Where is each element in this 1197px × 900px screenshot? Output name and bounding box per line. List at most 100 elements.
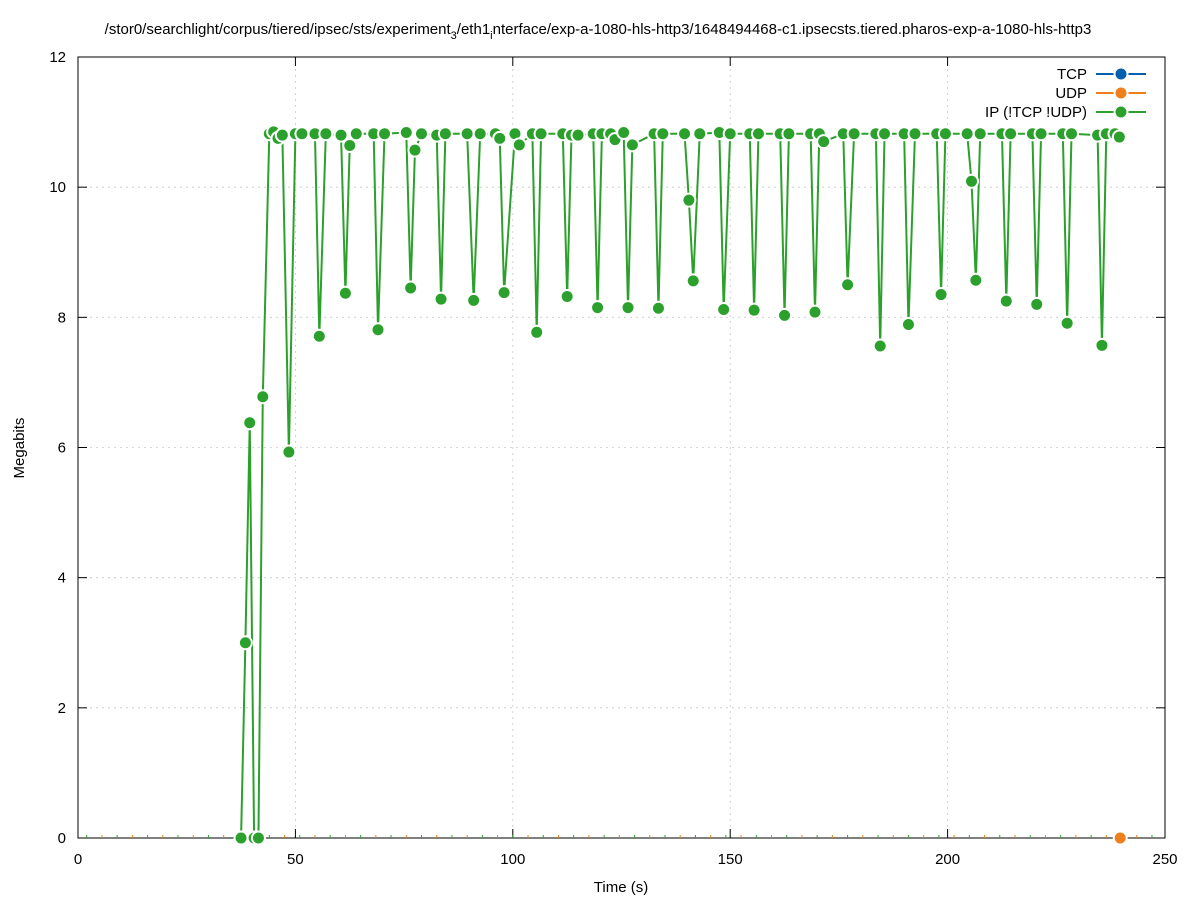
grid	[78, 57, 1165, 838]
data-point	[250, 830, 266, 846]
data-point	[816, 134, 832, 150]
data-point	[459, 126, 475, 142]
data-point	[590, 300, 606, 316]
x-tick-label: 100	[500, 851, 525, 868]
data-point	[937, 126, 953, 142]
data-point	[840, 277, 856, 293]
y-tick-label: 0	[58, 830, 66, 847]
data-point	[294, 126, 310, 142]
data-point	[781, 126, 797, 142]
data-point	[559, 289, 575, 305]
data-point	[281, 444, 297, 460]
data-point	[348, 126, 364, 142]
data-point	[1064, 126, 1080, 142]
data-point	[907, 126, 923, 142]
data-point	[1094, 337, 1110, 353]
data-point	[681, 192, 697, 208]
data-point	[650, 300, 666, 316]
data-point	[337, 285, 353, 301]
data-point	[677, 126, 693, 142]
data-point	[413, 126, 429, 142]
data-point	[433, 291, 449, 307]
data-point	[403, 280, 419, 296]
data-point	[1112, 830, 1128, 846]
data-point	[242, 415, 258, 431]
data-point	[255, 389, 271, 405]
data-point	[1059, 315, 1075, 331]
data-point	[1111, 129, 1127, 145]
data-point	[407, 142, 423, 158]
x-tick-label: 250	[1152, 851, 1177, 868]
legend-label: IP (!TCP !UDP)	[985, 104, 1087, 121]
data-point	[722, 126, 738, 142]
data-point	[311, 328, 327, 344]
y-tick-label: 4	[58, 570, 66, 587]
data-point	[318, 126, 334, 142]
data-point	[959, 126, 975, 142]
data-point	[964, 173, 980, 189]
data-point	[900, 316, 916, 332]
legend-label: TCP	[1057, 66, 1087, 83]
data-point	[692, 126, 708, 142]
series-line-2	[240, 130, 1120, 839]
data-point	[716, 302, 732, 318]
data-point	[972, 126, 988, 142]
data-point	[466, 292, 482, 308]
y-tick-label: 12	[49, 49, 66, 66]
data-point	[233, 830, 249, 846]
data-point	[342, 138, 358, 154]
data-point	[968, 272, 984, 288]
x-axis-label: Time (s)	[594, 879, 648, 896]
data-point	[377, 126, 393, 142]
data-point	[807, 304, 823, 320]
data-point	[1003, 126, 1019, 142]
data-point	[533, 126, 549, 142]
data-point	[624, 137, 640, 153]
data-point	[846, 126, 862, 142]
legend: TCP UDP IP (!TCP !UDP)	[985, 66, 1146, 121]
data-point	[933, 287, 949, 303]
data-point	[511, 137, 527, 153]
legend-swatch-marker	[1113, 66, 1129, 82]
data-point	[370, 322, 386, 338]
y-tick-label: 6	[58, 440, 66, 457]
x-tick-label: 200	[935, 851, 960, 868]
x-tick-label: 50	[287, 851, 304, 868]
y-tick-label: 10	[49, 179, 66, 196]
legend-swatch-marker	[1113, 85, 1129, 101]
data-point	[472, 126, 488, 142]
title-subscript-i: i	[490, 30, 492, 42]
data-point	[620, 300, 636, 316]
data-point	[872, 338, 888, 354]
y-tick-label: 2	[58, 700, 66, 717]
data-point	[655, 126, 671, 142]
data-point	[437, 126, 453, 142]
x-tick-label: 150	[718, 851, 743, 868]
data-point	[570, 127, 586, 143]
series-layer	[233, 124, 1128, 846]
data-point	[685, 273, 701, 289]
axis-ticks: 0 50 100 150 200 250 0 2 4 6 8 10 12	[49, 49, 1177, 868]
legend-label: UDP	[1055, 85, 1087, 102]
data-point	[496, 285, 512, 301]
data-point	[746, 302, 762, 318]
rug-ticks	[86, 835, 1153, 838]
data-point	[529, 324, 545, 340]
data-point	[750, 126, 766, 142]
data-point	[777, 307, 793, 323]
data-point	[274, 127, 290, 143]
x-tick-label: 0	[74, 851, 82, 868]
data-point	[1029, 296, 1045, 312]
data-point	[333, 127, 349, 143]
data-point	[398, 124, 414, 140]
title-subscript-3: 3	[451, 30, 457, 42]
y-axis-label: Megabits	[11, 418, 28, 479]
data-point	[1033, 126, 1049, 142]
data-point	[616, 124, 632, 140]
data-point	[877, 126, 893, 142]
chart-title: /stor0/searchlight/corpus/tiered/ipsec/s…	[105, 21, 1092, 42]
data-point	[492, 130, 508, 146]
y-tick-label: 8	[58, 309, 66, 326]
data-point	[998, 293, 1014, 309]
